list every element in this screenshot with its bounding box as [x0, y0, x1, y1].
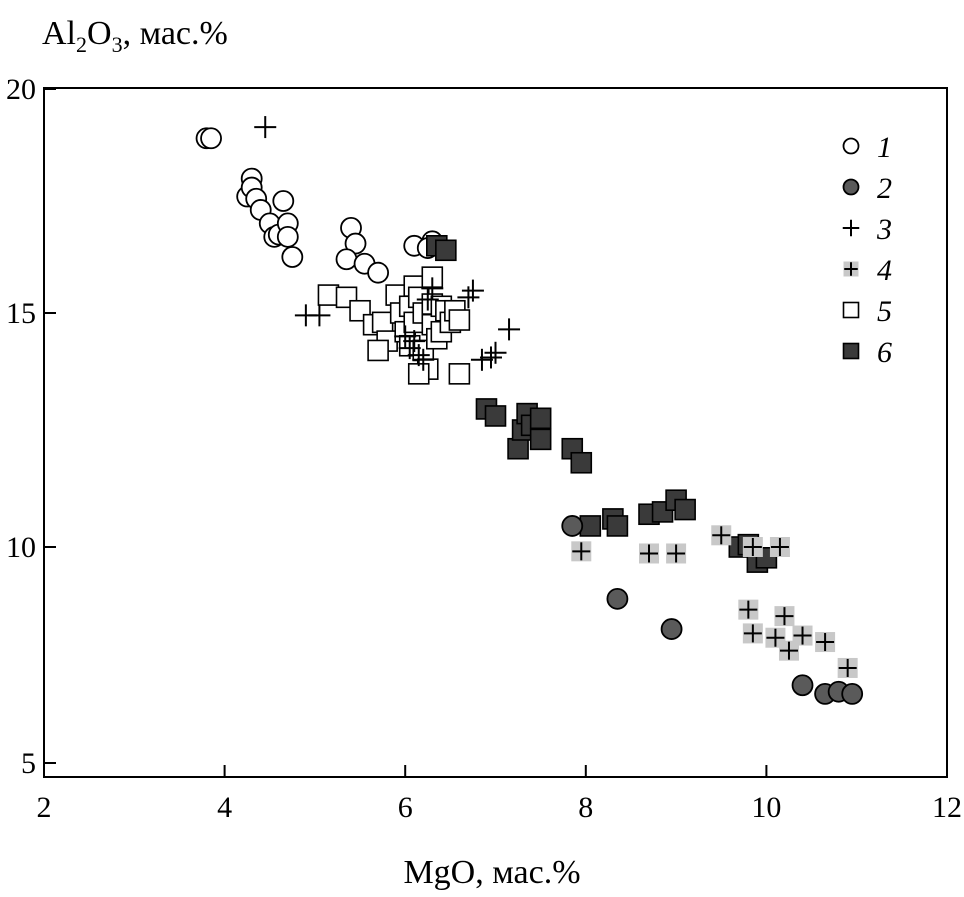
point-series-3	[498, 318, 521, 341]
legend-label: 1	[877, 131, 892, 164]
point-series-6	[674, 498, 696, 521]
point-series-3	[842, 219, 860, 237]
legend-label: 5	[877, 295, 892, 328]
legend-label: 3	[876, 213, 892, 246]
x-tick-label: 12	[932, 791, 962, 824]
point-series-4	[792, 625, 813, 646]
point-series-6	[529, 428, 552, 451]
x-tick-label: 6	[398, 791, 413, 824]
point-series-3	[461, 279, 484, 302]
point-series-4	[742, 623, 763, 644]
point-series-5	[448, 363, 471, 385]
plot-frame	[43, 87, 948, 778]
point-series-6	[842, 342, 860, 360]
point-series-1	[335, 248, 358, 271]
point-series-2	[606, 587, 629, 610]
point-series-4	[742, 537, 763, 557]
y-tick-label: 5	[21, 747, 36, 780]
point-series-5	[371, 311, 394, 334]
point-series-6	[606, 515, 629, 537]
point-series-3	[308, 304, 331, 327]
x-tick-label: 2	[37, 791, 52, 824]
point-series-4	[774, 606, 795, 627]
point-series-4	[571, 541, 592, 562]
y-axis-label: Al2O3, мас.%	[42, 15, 228, 57]
legend: 1 2 3 4 5 6	[842, 131, 892, 369]
point-series-6	[579, 515, 602, 537]
legend-label: 2	[877, 172, 892, 205]
point-series-3	[416, 288, 439, 311]
point-series-1	[272, 190, 295, 212]
point-series-3	[421, 277, 444, 300]
point-series-4	[843, 261, 859, 277]
y-tick-label: 20	[6, 73, 36, 106]
point-series-4	[666, 543, 687, 564]
point-series-6	[529, 407, 552, 430]
x-axis-label: MgO, мас.%	[403, 854, 580, 891]
y-tick-label: 15	[6, 297, 36, 330]
point-series-1	[281, 246, 304, 268]
point-series-4	[639, 543, 660, 564]
point-series-5	[448, 309, 471, 331]
point-series-4	[815, 632, 836, 653]
point-series-3	[479, 346, 502, 369]
point-series-3	[254, 116, 277, 139]
point-series-5	[842, 301, 860, 319]
point-series-5	[407, 363, 430, 385]
point-series-3	[394, 325, 417, 348]
x-tick-label: 4	[217, 791, 232, 824]
point-series-6	[435, 239, 457, 262]
point-series-3	[403, 330, 426, 353]
point-series-4	[778, 640, 799, 661]
point-series-3	[484, 341, 507, 364]
point-series-4	[738, 599, 759, 620]
point-series-2	[791, 674, 814, 697]
point-series-6	[484, 405, 507, 427]
point-series-1	[200, 127, 222, 150]
x-tick-label: 10	[751, 791, 781, 824]
point-series-4	[711, 525, 732, 546]
x-tick-label: 8	[578, 791, 593, 824]
point-series-5	[317, 284, 340, 306]
point-series-5	[367, 339, 389, 362]
point-series-1	[276, 225, 299, 248]
legend-label: 4	[877, 254, 892, 287]
point-series-2	[842, 178, 860, 196]
point-series-2	[561, 515, 584, 537]
point-series-3	[412, 348, 435, 371]
point-series-2	[660, 618, 683, 640]
legend-label: 6	[877, 336, 892, 369]
point-series-3	[407, 344, 430, 367]
point-series-2	[841, 682, 864, 705]
point-series-1	[367, 261, 390, 284]
point-series-1	[842, 137, 860, 155]
point-series-4	[769, 537, 790, 557]
point-series-4	[837, 657, 858, 678]
point-series-3	[470, 348, 493, 371]
y-tick-label: 10	[6, 531, 36, 564]
point-series-6	[570, 451, 593, 474]
data-points	[195, 116, 864, 705]
point-series-6	[507, 437, 529, 460]
